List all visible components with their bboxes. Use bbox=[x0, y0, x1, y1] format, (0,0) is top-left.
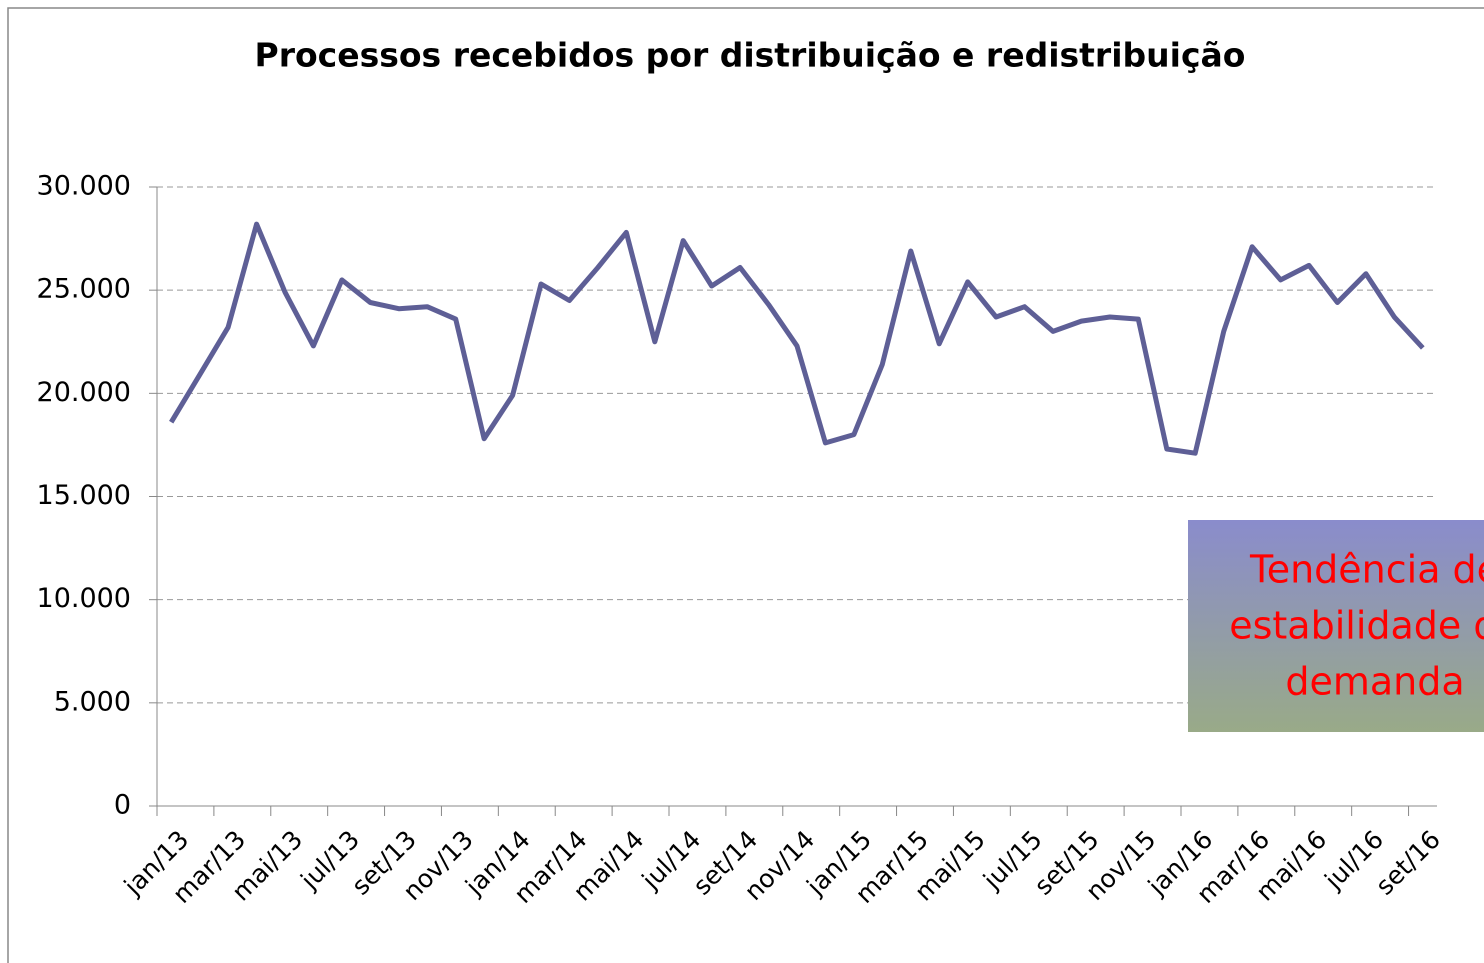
chart-frame bbox=[7, 7, 1484, 963]
y-tick-label: 10.000 bbox=[37, 583, 131, 614]
y-tick-label: 0 bbox=[114, 790, 131, 821]
y-tick-label: 15.000 bbox=[37, 480, 131, 511]
chart-title: Processos recebidos por distribuição e r… bbox=[255, 36, 1246, 75]
annotation-text: demanda bbox=[1285, 660, 1464, 704]
data-line bbox=[169, 221, 1425, 456]
y-tick-label: 30.000 bbox=[37, 171, 131, 202]
annotation-box bbox=[1188, 520, 1484, 732]
annotation-text: estabilidade da bbox=[1229, 604, 1484, 648]
annotation-text: Tendência de bbox=[1249, 548, 1484, 592]
y-tick-label: 25.000 bbox=[37, 274, 131, 305]
y-tick-label: 20.000 bbox=[37, 377, 131, 408]
y-tick-label: 5.000 bbox=[54, 686, 131, 717]
